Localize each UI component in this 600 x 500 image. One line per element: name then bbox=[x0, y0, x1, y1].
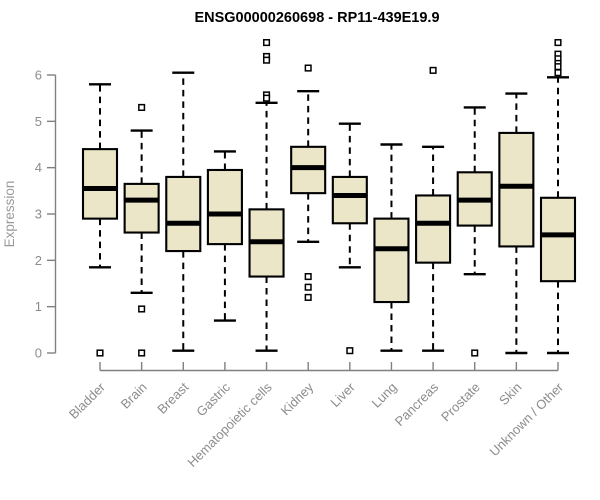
y-tick-label: 0 bbox=[35, 346, 42, 361]
x-tick-label: Brain bbox=[118, 380, 150, 412]
outlier-point bbox=[138, 305, 146, 313]
iqr-box bbox=[331, 175, 368, 225]
box-brain bbox=[123, 103, 160, 357]
outlier-point bbox=[138, 349, 146, 357]
x-tick-label: Bladder bbox=[66, 379, 109, 422]
iqr-box bbox=[165, 175, 202, 253]
outlier-point bbox=[304, 64, 312, 72]
box-lung bbox=[373, 143, 410, 352]
box-kidney bbox=[290, 64, 327, 301]
outlier-point bbox=[262, 94, 271, 102]
outlier-point bbox=[304, 273, 312, 281]
y-tick-label: 4 bbox=[35, 160, 42, 175]
outlier-point bbox=[262, 39, 271, 47]
x-tick-label: Prostate bbox=[438, 380, 483, 425]
outlier-point bbox=[304, 283, 312, 291]
iqr-box bbox=[81, 148, 119, 220]
outlier-point bbox=[346, 347, 354, 355]
box-pancreas bbox=[415, 66, 452, 352]
outlier-point bbox=[262, 56, 271, 64]
x-tick-label: Pancreas bbox=[392, 379, 442, 429]
box-prostate bbox=[456, 106, 493, 357]
outlier-point bbox=[304, 293, 312, 301]
box-liver bbox=[331, 122, 368, 355]
box-hematopoietic-cells bbox=[248, 39, 285, 352]
x-tick-label: Unknown / Other bbox=[487, 379, 567, 459]
y-axis: 0 1 2 3 4 5 6 bbox=[35, 68, 57, 361]
x-tick-label: Lung bbox=[369, 380, 400, 411]
iqr-box bbox=[539, 196, 577, 283]
chart-title: ENSG00000260698 - RP11-439E19.9 bbox=[194, 10, 439, 26]
box-unknown-other bbox=[539, 39, 577, 355]
x-tick-label: Gastric bbox=[193, 379, 233, 419]
outlier-point bbox=[554, 69, 562, 77]
outlier-point bbox=[554, 63, 562, 71]
box-breast bbox=[165, 71, 202, 352]
box-skin bbox=[498, 92, 535, 355]
iqr-box bbox=[498, 131, 535, 248]
y-tick-label: 3 bbox=[35, 207, 42, 222]
iqr-box bbox=[373, 217, 410, 304]
outlier-point bbox=[471, 349, 479, 357]
y-axis-title: Expression bbox=[2, 181, 17, 248]
outlier-point bbox=[554, 39, 562, 47]
x-tick-label: Liver bbox=[327, 379, 358, 410]
outlier-point bbox=[138, 103, 146, 111]
outlier-point bbox=[96, 349, 104, 357]
y-tick-label: 5 bbox=[35, 114, 42, 129]
iqr-box bbox=[123, 182, 160, 234]
x-tick-label: Skin bbox=[496, 380, 524, 408]
outlier-point bbox=[429, 66, 437, 74]
y-tick-label: 2 bbox=[35, 253, 42, 268]
x-tick-label: Breast bbox=[154, 379, 191, 416]
box-bladder bbox=[81, 83, 119, 357]
iqr-box bbox=[206, 168, 243, 246]
box-gastric bbox=[206, 150, 243, 322]
iqr-box bbox=[415, 194, 452, 264]
x-tick-label: Kidney bbox=[278, 379, 317, 418]
y-tick-label: 1 bbox=[35, 299, 42, 314]
y-tick-label: 6 bbox=[35, 68, 42, 83]
